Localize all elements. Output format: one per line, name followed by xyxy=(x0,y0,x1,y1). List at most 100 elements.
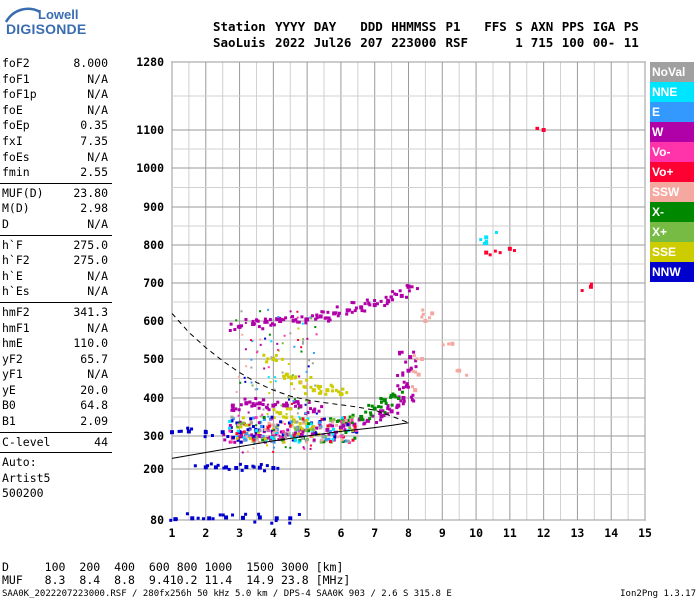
trace-speckle xyxy=(383,304,387,308)
trace-speckle xyxy=(238,462,242,466)
trace-speckle xyxy=(276,466,280,470)
trace-speckle xyxy=(244,318,248,322)
hdr-label-2: DAY xyxy=(313,19,337,34)
param-value: N/A xyxy=(87,268,108,283)
trace-speckle xyxy=(216,463,220,467)
trace-speckle xyxy=(274,403,278,407)
hdr-value-10: 00- xyxy=(592,35,616,50)
data-point-x xyxy=(372,406,377,411)
trace-speckle xyxy=(270,521,274,525)
echo-speckle xyxy=(239,440,243,444)
echo-speckle xyxy=(327,437,331,441)
echo-speckle xyxy=(331,427,335,431)
param-row-foe: foE N/A xyxy=(0,103,112,119)
trace-speckle xyxy=(229,322,233,326)
param-name: B0 xyxy=(2,398,16,413)
trace-speckle xyxy=(239,403,243,407)
trace-speckle xyxy=(313,407,317,411)
trace-speckle xyxy=(229,425,233,429)
trace-speckle xyxy=(345,391,349,395)
param-row-fof2: foF2 8.000 xyxy=(0,56,112,72)
trace-speckle xyxy=(254,432,258,436)
data-point-nnw xyxy=(220,430,225,435)
echo-speckle xyxy=(242,430,246,434)
hdr-label-11: PS xyxy=(623,19,639,34)
spread-speckle xyxy=(266,429,269,432)
footer-muf-value: 10.2 xyxy=(169,573,198,587)
data-point-nnw xyxy=(203,465,208,470)
trace-speckle xyxy=(335,305,339,309)
echo-speckle xyxy=(296,432,300,436)
trace-speckle xyxy=(382,414,386,418)
param-name: h`F2 xyxy=(2,253,30,268)
trace-speckle xyxy=(375,421,379,425)
spread-speckle xyxy=(291,374,294,377)
spread-speckle xyxy=(298,375,301,378)
data-point-nnw xyxy=(213,465,218,470)
trace-speckle xyxy=(303,385,307,389)
echo-speckle xyxy=(306,425,310,429)
echo-speckle xyxy=(339,420,343,424)
data-point-nnw xyxy=(224,515,229,520)
trace-speckle xyxy=(348,308,352,312)
trace-speckle xyxy=(350,301,354,305)
trace-speckle xyxy=(300,433,304,437)
echo-speckle xyxy=(262,417,266,421)
x-tick-label: 11 xyxy=(503,526,517,540)
echo-speckle xyxy=(236,425,240,429)
spread-speckle xyxy=(312,351,315,354)
data-point-sse xyxy=(325,388,330,393)
spread-speckle xyxy=(255,424,258,427)
trace-speckle xyxy=(364,410,368,414)
echo-speckle xyxy=(257,440,261,444)
trace-speckle xyxy=(272,416,276,420)
trace-speckle xyxy=(350,310,354,314)
spread-speckle xyxy=(235,319,238,322)
footer-muf-value: [MHz] xyxy=(315,573,351,587)
trace-speckle xyxy=(315,316,319,320)
trace-speckle xyxy=(327,319,331,323)
echo-speckle xyxy=(289,420,293,424)
trace-speckle xyxy=(482,242,486,246)
spread-speckle xyxy=(291,439,294,442)
trace-speckle xyxy=(411,385,415,389)
param-name: fxI xyxy=(2,133,23,148)
param-name: MUF(D) xyxy=(2,185,44,200)
trace-speckle xyxy=(367,301,371,305)
param-row-fof1: foF1 N/A xyxy=(0,72,112,88)
spread-speckle xyxy=(304,412,307,415)
x-tick-label: 12 xyxy=(537,526,551,540)
y-tick-label: 600 xyxy=(143,314,164,328)
x-tick-label: 2 xyxy=(202,526,209,540)
spread-speckle xyxy=(244,348,247,351)
spread-speckle xyxy=(308,359,311,362)
data-point-nnw xyxy=(224,465,229,470)
trace-speckle xyxy=(265,464,269,468)
echo-speckle xyxy=(252,434,256,438)
trace-speckle xyxy=(365,419,369,423)
spread-speckle xyxy=(287,362,290,365)
param-value: 110.0 xyxy=(73,336,108,351)
spread-speckle xyxy=(310,317,313,320)
trace-speckle xyxy=(401,371,405,375)
trace-speckle xyxy=(285,401,289,405)
spread-speckle xyxy=(262,408,265,411)
echo-speckle xyxy=(319,440,323,444)
echo-speckle xyxy=(328,429,332,433)
trace-speckle xyxy=(367,403,371,407)
trace-speckle xyxy=(498,251,502,255)
spread-speckle xyxy=(302,446,305,449)
echo-speckle xyxy=(328,440,332,444)
spread-speckle xyxy=(248,423,251,426)
footer-d-value: 100 xyxy=(44,560,66,574)
param-value: 65.7 xyxy=(80,351,108,366)
footer-muf-value: 14.9 xyxy=(246,573,274,587)
trace-speckle xyxy=(305,378,309,382)
spread-speckle xyxy=(277,315,280,318)
trace-speckle xyxy=(580,289,584,293)
param-row-yf1: yF1 N/A xyxy=(0,367,112,383)
spread-speckle xyxy=(315,333,318,336)
trace-speckle xyxy=(327,432,331,436)
trace-speckle xyxy=(284,316,288,320)
data-point-w xyxy=(379,414,384,419)
